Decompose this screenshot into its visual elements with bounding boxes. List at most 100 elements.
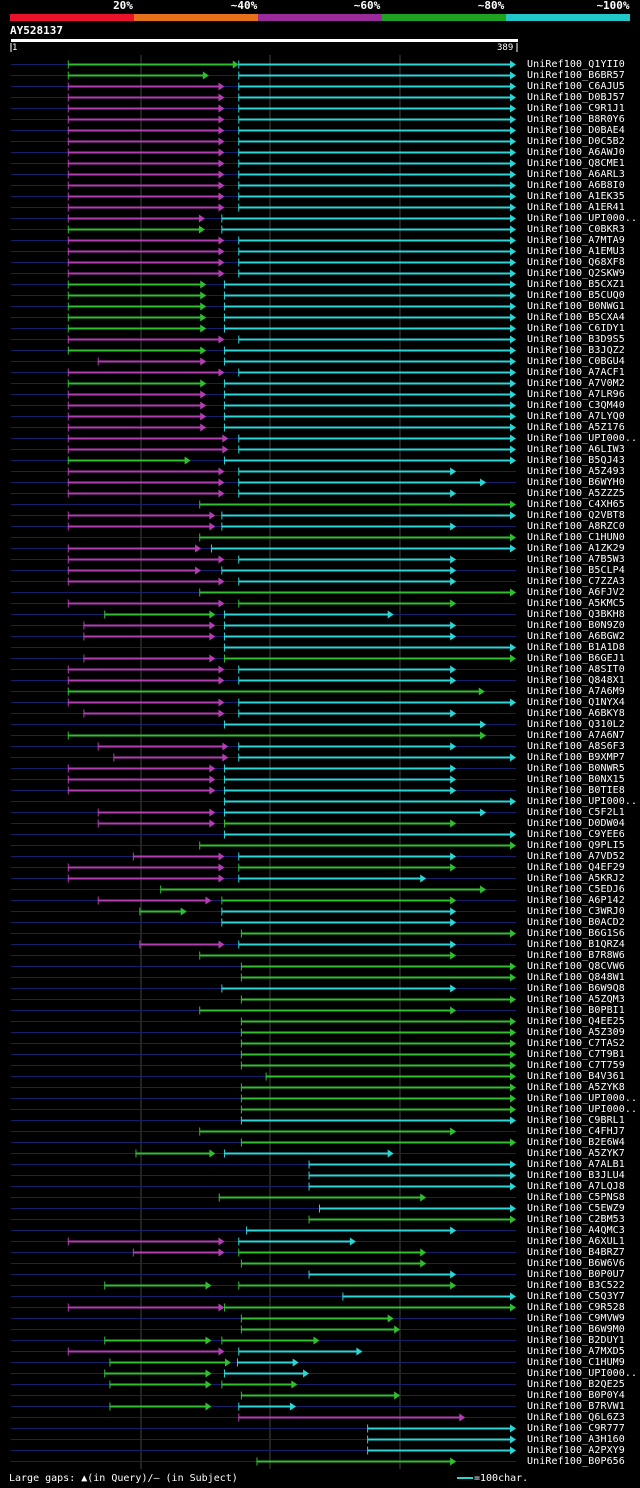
hit-label[interactable]: UniRef100_A5ZYK8 (527, 1082, 625, 1093)
hit-label[interactable]: UniRef100_A5Z309 (527, 1027, 625, 1038)
hit-label[interactable]: UniRef100_C1HUM9 (527, 1357, 625, 1368)
hit-label[interactable]: UniRef100_A2PXY9 (527, 1445, 625, 1456)
hit-label[interactable]: UniRef100_B0P0Y4 (527, 1390, 625, 1401)
hit-label[interactable]: UniRef100_A5Z176 (527, 422, 625, 433)
hit-label[interactable]: UniRef100_B6WYH0 (527, 477, 625, 488)
hit-label[interactable]: UniRef100_A5KMC5 (527, 598, 625, 609)
hit-label[interactable]: UniRef100_A3H160 (527, 1434, 625, 1445)
hit-label[interactable]: UniRef100_Q1NYX4 (527, 697, 625, 708)
hit-label[interactable]: UniRef100_A6BKY8 (527, 708, 625, 719)
hit-label[interactable]: UniRef100_Q2SKW9 (527, 268, 625, 279)
hit-label[interactable]: UniRef100_Q1YII0 (527, 59, 625, 70)
hit-label[interactable]: UniRef100_A7A6M9 (527, 686, 625, 697)
hit-label[interactable]: UniRef100_C6IDY1 (527, 323, 625, 334)
hit-label[interactable]: UniRef100_A5ZYK7 (527, 1148, 625, 1159)
hit-label[interactable]: UniRef100_B0N9Z0 (527, 620, 625, 631)
hit-label[interactable]: UniRef100_Q68XF8 (527, 257, 625, 268)
hit-label[interactable]: UniRef100_B8R0Y6 (527, 114, 625, 125)
hit-label[interactable]: UniRef100_A6LIW3 (527, 444, 625, 455)
hit-label[interactable]: UniRef100_A1EMU3 (527, 246, 625, 257)
hit-label[interactable]: UniRef100_B6G1S6 (527, 928, 625, 939)
hit-label[interactable]: UniRef100_C9R777 (527, 1423, 625, 1434)
hit-label[interactable]: UniRef100_B6W9Q8 (527, 983, 625, 994)
hit-label[interactable]: UniRef100_Q848X1 (527, 675, 625, 686)
hit-label[interactable]: UniRef100_B3D9S5 (527, 334, 625, 345)
hit-label[interactable]: UniRef100_A7MTA9 (527, 235, 625, 246)
hit-label[interactable]: UniRef100_B6W9M0 (527, 1324, 625, 1335)
hit-label[interactable]: UniRef100_Q2VBT8 (527, 510, 625, 521)
hit-label[interactable]: UniRef100_Q848W1 (527, 972, 625, 983)
hit-label[interactable]: UniRef100_B1A1D8 (527, 642, 625, 653)
hit-label[interactable]: UniRef100_A6XUL1 (527, 1236, 625, 1247)
hit-label[interactable]: UniRef100_A6BGW2 (527, 631, 625, 642)
hit-label[interactable]: UniRef100_B6GEJ1 (527, 653, 625, 664)
hit-label[interactable]: UniRef100_A1ER41 (527, 202, 625, 213)
hit-label[interactable]: UniRef100_Q310L2 (527, 719, 625, 730)
hit-label[interactable]: UniRef100_D0BJ57 (527, 92, 625, 103)
hit-label[interactable]: UniRef100_A7V0M2 (527, 378, 625, 389)
hit-label[interactable]: UniRef100_B2QE25 (527, 1379, 625, 1390)
hit-label[interactable]: UniRef100_B1QRZ4 (527, 939, 625, 950)
hit-label[interactable]: UniRef100_B0TIE8 (527, 785, 625, 796)
hit-label[interactable]: UniRef100_C9R528 (527, 1302, 625, 1313)
hit-label[interactable]: UniRef100_A4QMC3 (527, 1225, 625, 1236)
hit-label[interactable]: UniRef100_B0ACD2 (527, 917, 625, 928)
hit-label[interactable]: UniRef100_C3QM40 (527, 400, 625, 411)
hit-label[interactable]: UniRef100_A1ZK29 (527, 543, 625, 554)
hit-label[interactable]: UniRef100_A7LR96 (527, 389, 625, 400)
hit-label[interactable]: UniRef100_A6P142 (527, 895, 625, 906)
hit-label[interactable]: UniRef100_C7TAS2 (527, 1038, 625, 1049)
hit-label[interactable]: UniRef100_A7A6N7 (527, 730, 625, 741)
hit-label[interactable]: UniRef100_A7ALB1 (527, 1159, 625, 1170)
hit-label[interactable]: UniRef100_C7ZZA3 (527, 576, 625, 587)
hit-label[interactable]: UniRef100_B0P656 (527, 1456, 625, 1467)
hit-label[interactable]: UniRef100_C3WRJ0 (527, 906, 625, 917)
hit-label[interactable]: UniRef100_C5EWZ9 (527, 1203, 625, 1214)
hit-label[interactable]: UniRef100_A7LYQ0 (527, 411, 625, 422)
hit-label[interactable]: UniRef100_B5QJ43 (527, 455, 625, 466)
hit-label[interactable]: UniRef100_C1HUN0 (527, 532, 625, 543)
hit-label[interactable]: UniRef100_B7RVW1 (527, 1401, 625, 1412)
hit-label[interactable]: UniRef100_UPI000.. (527, 433, 638, 444)
hit-label[interactable]: UniRef100_B0P0U7 (527, 1269, 625, 1280)
hit-label[interactable]: UniRef100_UPI000.. (527, 1093, 638, 1104)
hit-label[interactable]: UniRef100_A7ACF1 (527, 367, 625, 378)
hit-label[interactable]: UniRef100_B7R8W6 (527, 950, 625, 961)
hit-label[interactable]: UniRef100_UPI000.. (527, 1368, 638, 1379)
hit-label[interactable]: UniRef100_C5EDJ6 (527, 884, 625, 895)
hit-label[interactable]: UniRef100_B4BRZ7 (527, 1247, 625, 1258)
hit-label[interactable]: UniRef100_Q9PLI5 (527, 840, 625, 851)
hit-label[interactable]: UniRef100_A5Z493 (527, 466, 625, 477)
hit-label[interactable]: UniRef100_Q3BKH8 (527, 609, 625, 620)
hit-label[interactable]: UniRef100_D0DW04 (527, 818, 625, 829)
hit-label[interactable]: UniRef100_UPI000.. (527, 213, 638, 224)
hit-label[interactable]: UniRef100_C5PNS8 (527, 1192, 625, 1203)
hit-label[interactable]: UniRef100_Q4EE25 (527, 1016, 625, 1027)
hit-label[interactable]: UniRef100_A7VD52 (527, 851, 625, 862)
hit-label[interactable]: UniRef100_A6ARL3 (527, 169, 625, 180)
hit-label[interactable]: UniRef100_B0PBI1 (527, 1005, 625, 1016)
hit-label[interactable]: UniRef100_Q8CME1 (527, 158, 625, 169)
hit-label[interactable]: UniRef100_A8SIT0 (527, 664, 625, 675)
hit-label[interactable]: UniRef100_B5CLP4 (527, 565, 625, 576)
hit-label[interactable]: UniRef100_A6AWJ0 (527, 147, 625, 158)
hit-label[interactable]: UniRef100_A6FJV2 (527, 587, 625, 598)
hit-label[interactable]: UniRef100_B0NWR5 (527, 763, 625, 774)
hit-label[interactable]: UniRef100_D0C5B2 (527, 136, 625, 147)
hit-label[interactable]: UniRef100_C7T9B1 (527, 1049, 625, 1060)
hit-label[interactable]: UniRef100_C9YEE6 (527, 829, 625, 840)
hit-label[interactable]: UniRef100_B0NX15 (527, 774, 625, 785)
hit-label[interactable]: UniRef100_A1EK35 (527, 191, 625, 202)
hit-label[interactable]: UniRef100_B6BR57 (527, 70, 625, 81)
hit-label[interactable]: UniRef100_A8S6F3 (527, 741, 625, 752)
hit-label[interactable]: UniRef100_B2DUY1 (527, 1335, 625, 1346)
hit-label[interactable]: UniRef100_A6B8I0 (527, 180, 625, 191)
hit-label[interactable]: UniRef100_B0NWG1 (527, 301, 625, 312)
hit-label[interactable]: UniRef100_UPI000.. (527, 1104, 638, 1115)
hit-label[interactable]: UniRef100_A8RZC0 (527, 521, 625, 532)
hit-label[interactable]: UniRef100_Q8CVW6 (527, 961, 625, 972)
hit-label[interactable]: UniRef100_B3C522 (527, 1280, 625, 1291)
hit-label[interactable]: UniRef100_A5KRJ2 (527, 873, 625, 884)
hit-label[interactable]: UniRef100_C5Q3Y7 (527, 1291, 625, 1302)
hit-label[interactable]: UniRef100_B3JQZ2 (527, 345, 625, 356)
